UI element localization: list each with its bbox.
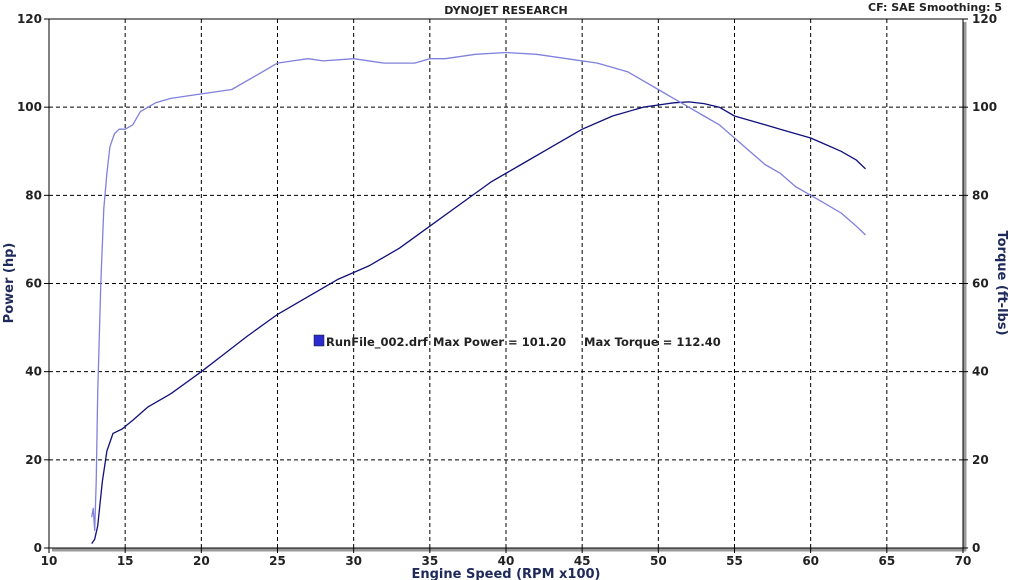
legend-max-torque: Max Torque = 112.40 xyxy=(584,335,721,349)
y2-tick-label: 40 xyxy=(972,365,989,379)
y2-tick-label: 100 xyxy=(972,100,997,114)
x-tick-label: 40 xyxy=(498,554,515,568)
x-tick-label: 25 xyxy=(269,554,286,568)
axis-ticks: 10 15 20 25 30 35 40 45 50 55 60 65 7002040608010012… xyxy=(17,12,997,568)
x-tick-label: 15 xyxy=(117,554,134,568)
legend-file: RunFile_002.drf xyxy=(326,335,429,350)
y-tick-label: 80 xyxy=(25,188,42,202)
y-tick-label: 100 xyxy=(17,100,42,114)
x-tick-label: 50 xyxy=(650,554,667,568)
y-axis-label: Power (hp) xyxy=(2,243,17,324)
y2-tick-label: 120 xyxy=(972,12,997,26)
x-tick-label: 60 xyxy=(802,554,819,568)
x-tick-label: 35 xyxy=(421,554,438,568)
y-tick-label: 20 xyxy=(25,453,42,467)
x-tick-label: 55 xyxy=(726,554,743,568)
series-lines xyxy=(91,51,866,544)
y2-axis-label: Torque (ft-lbs) xyxy=(994,230,1009,335)
legend: RunFile_002.drf Max Power = 101.20 Max T… xyxy=(313,334,721,350)
y2-tick-label: 0 xyxy=(972,541,980,555)
x-axis-label: Engine Speed (RPM x100) xyxy=(411,567,600,580)
torque-curve xyxy=(91,51,866,532)
y2-tick-label: 20 xyxy=(972,453,989,467)
x-tick-label: 10 xyxy=(41,554,58,568)
legend-max-power: Max Power = 101.20 xyxy=(433,335,566,349)
y-tick-label: 120 xyxy=(17,12,42,26)
x-tick-label: 45 xyxy=(574,554,591,568)
y-tick-label: 60 xyxy=(25,277,42,291)
x-tick-label: 70 xyxy=(955,554,972,568)
chart-title: DYNOJET RESEARCH xyxy=(444,4,567,17)
y-tick-label: 0 xyxy=(34,541,42,555)
y2-tick-label: 60 xyxy=(972,277,989,291)
x-tick-label: 65 xyxy=(878,554,895,568)
legend-swatch xyxy=(313,334,325,347)
power-curve xyxy=(91,101,866,544)
x-tick-label: 20 xyxy=(193,554,210,568)
correction-info: CF: SAE Smoothing: 5 xyxy=(868,1,1002,14)
y2-tick-label: 80 xyxy=(972,188,989,202)
grid-lines xyxy=(49,19,963,548)
y-tick-label: 40 xyxy=(25,365,42,379)
x-tick-label: 30 xyxy=(345,554,362,568)
